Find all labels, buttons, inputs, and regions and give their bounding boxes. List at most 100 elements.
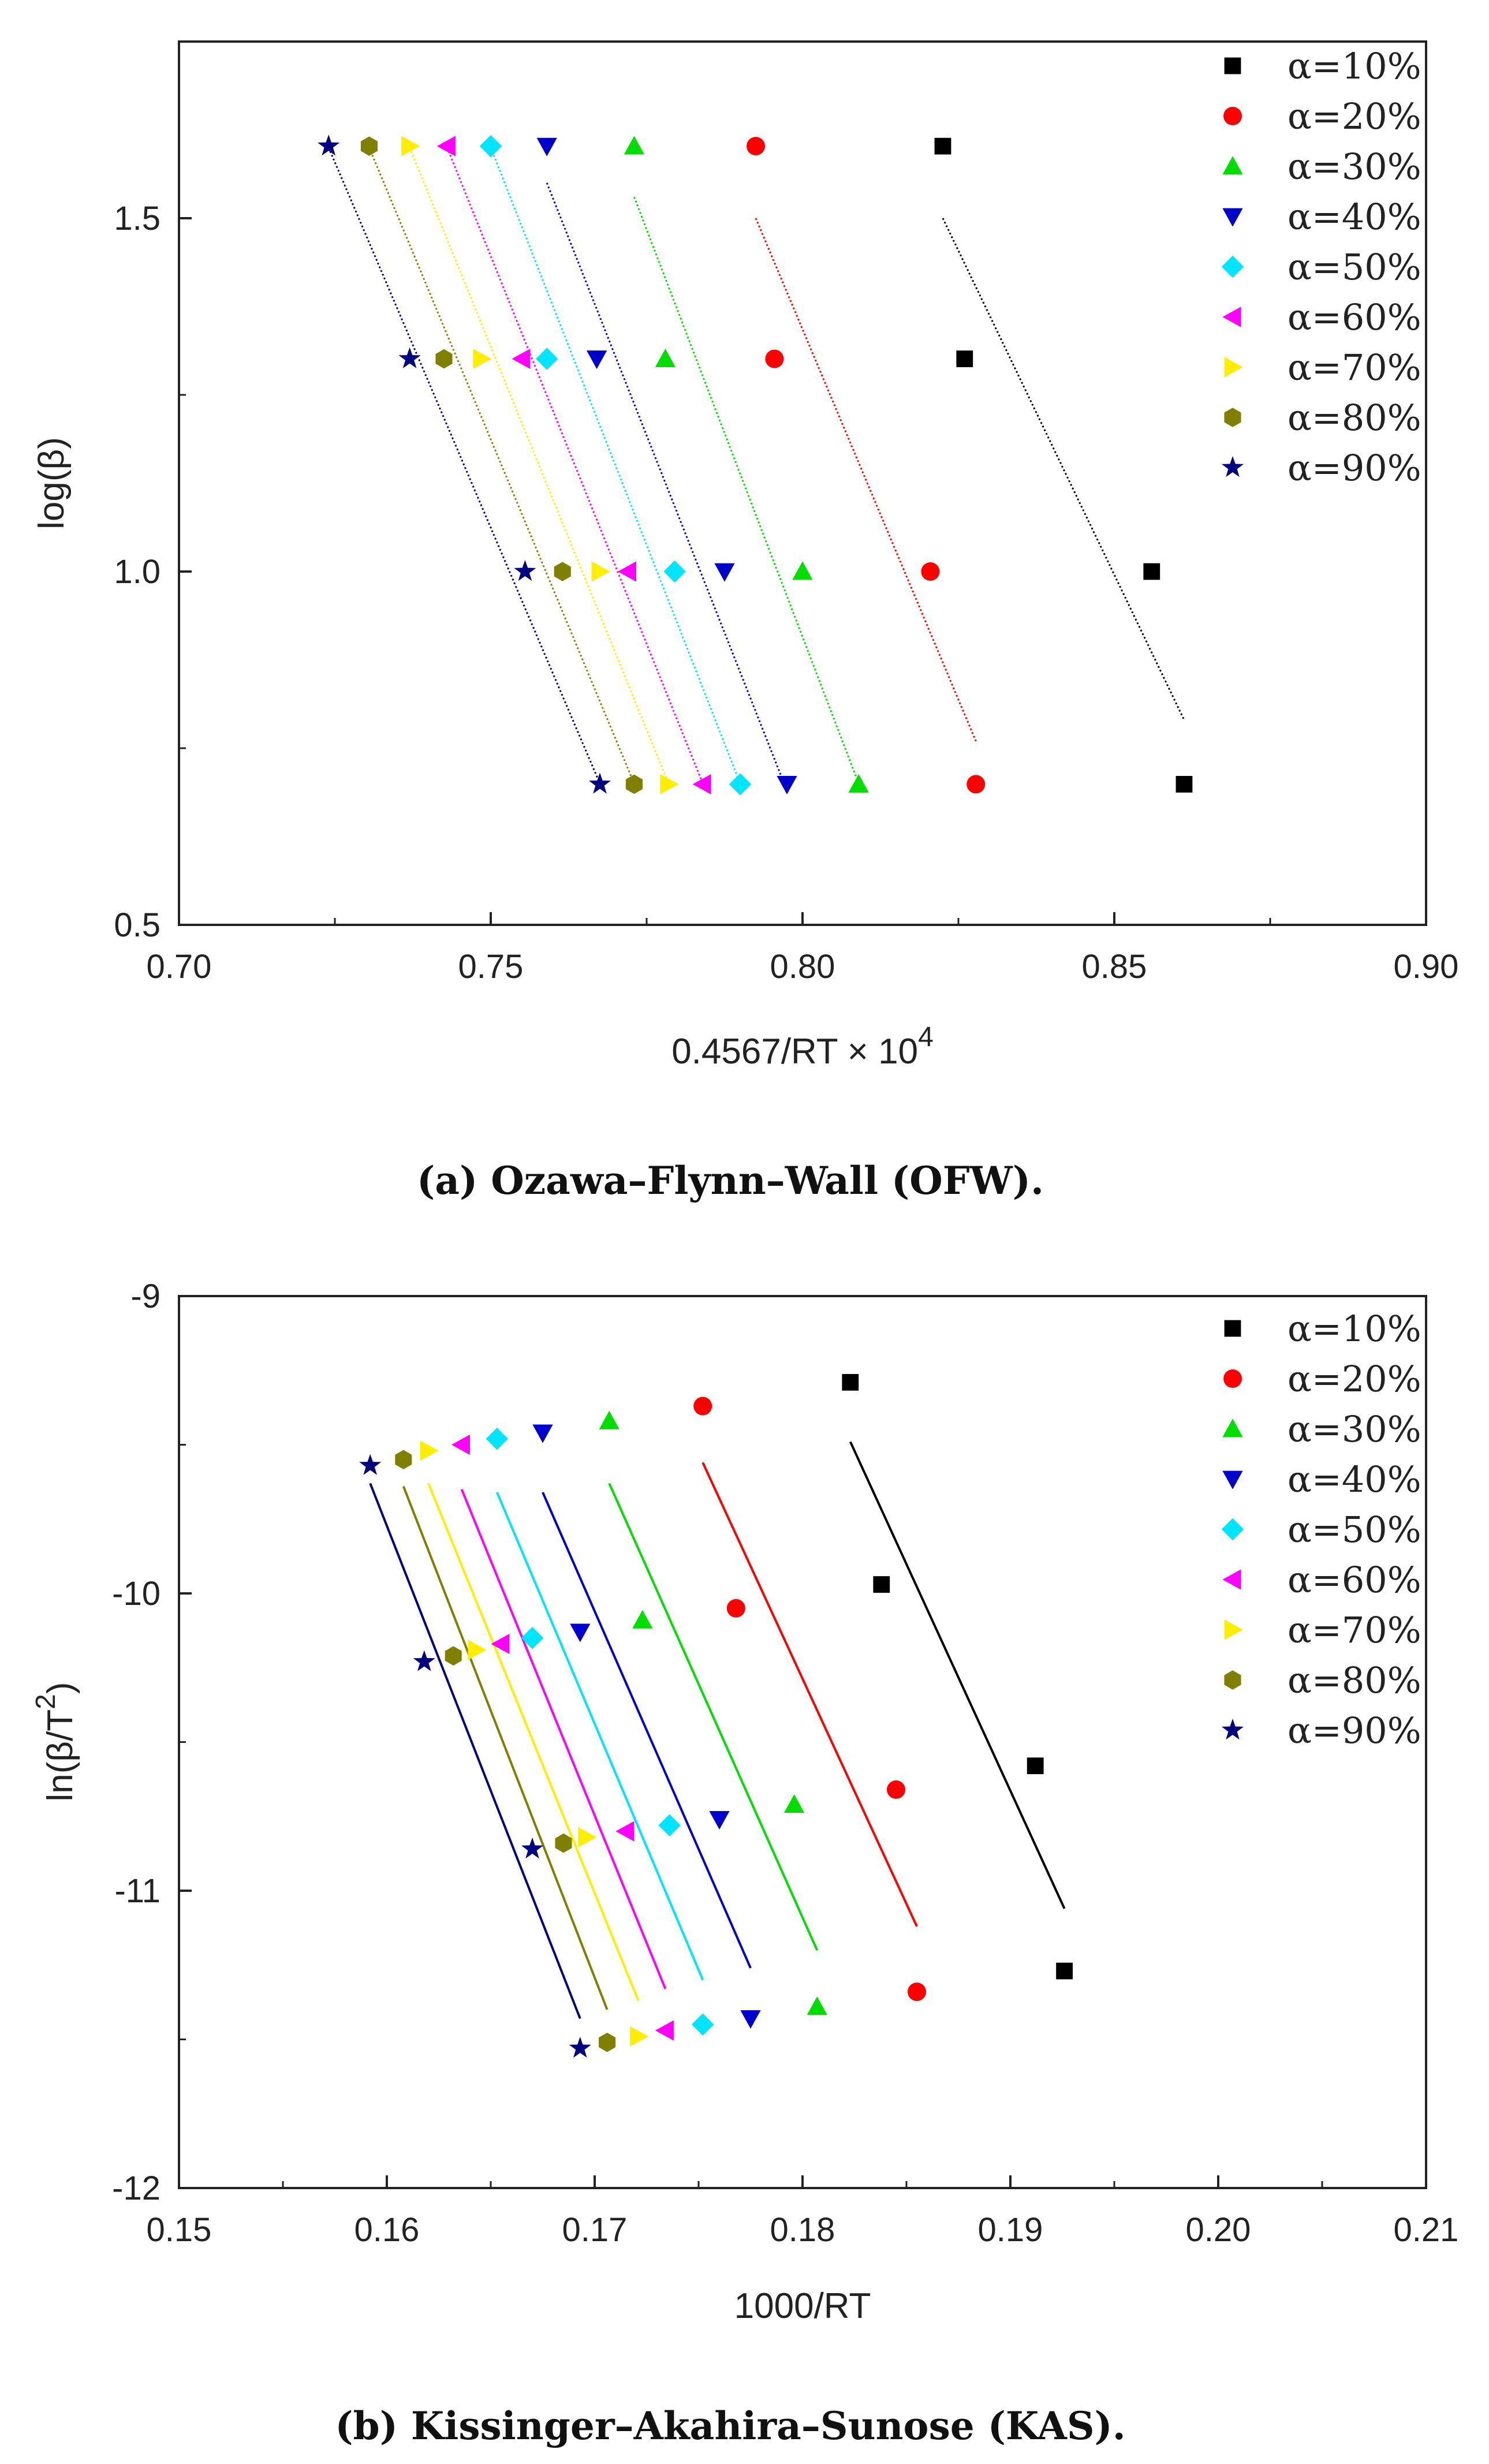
legend-label-alpha-40: α=40%: [1288, 196, 1421, 238]
data-point-alpha-50: [486, 1428, 508, 1450]
y-tick-label: 1.0: [114, 553, 161, 591]
data-point-alpha-70: [473, 348, 492, 369]
legend-label-alpha-30: α=30%: [1288, 1408, 1421, 1450]
legend-marker-alpha-90: [1221, 456, 1244, 477]
data-point-alpha-40: [532, 1424, 553, 1443]
data-point-alpha-30: [599, 1410, 620, 1429]
data-point-alpha-80: [435, 349, 453, 369]
fit-line-alpha-20: [755, 218, 977, 742]
data-point-alpha-30: [807, 1996, 827, 2015]
x-axis-label: 1000/RT: [734, 2286, 871, 2326]
legend-marker-alpha-60: [1222, 1569, 1241, 1590]
fit-line-alpha-80: [368, 147, 635, 784]
plot-frame: [178, 1295, 1427, 2189]
x-tick-label: 0.16: [354, 2211, 420, 2249]
x-tick-label: 0.18: [770, 2211, 835, 2249]
data-point-alpha-10: [1056, 1962, 1073, 1980]
data-point-alpha-20: [747, 137, 765, 156]
data-point-alpha-30: [624, 136, 644, 155]
legend-marker-alpha-90: [1221, 1719, 1244, 1740]
data-point-alpha-70: [578, 1827, 597, 1847]
data-point-alpha-50: [729, 773, 752, 796]
legend-marker-alpha-80: [1224, 1670, 1241, 1690]
legend-marker-alpha-70: [1224, 1619, 1243, 1640]
data-point-alpha-50: [521, 1627, 544, 1649]
legend-label-alpha-90: α=90%: [1288, 1709, 1421, 1752]
data-point-alpha-80: [395, 1450, 412, 1470]
legend-marker-alpha-10: [1224, 57, 1241, 74]
data-point-alpha-90: [521, 1837, 544, 1859]
fit-line-alpha-80: [402, 1485, 609, 2010]
fit-line-alpha-70: [409, 147, 670, 784]
data-point-alpha-80: [554, 562, 571, 581]
data-point-alpha-90: [514, 560, 536, 581]
x-axis-label: 0.4567/RT × 104: [671, 1022, 934, 1072]
data-point-alpha-30: [784, 1794, 805, 1813]
data-point-alpha-80: [555, 1833, 572, 1853]
data-point-alpha-20: [726, 1599, 745, 1618]
data-point-alpha-40: [777, 776, 797, 795]
data-point-alpha-30: [632, 1610, 653, 1629]
legend-marker-alpha-40: [1222, 1470, 1243, 1489]
legend-label-alpha-60: α=60%: [1288, 296, 1421, 338]
legend-label-alpha-10: α=10%: [1288, 1308, 1421, 1350]
y-axis-label: ln(β/T2): [31, 1682, 80, 1801]
data-point-alpha-70: [468, 1640, 487, 1660]
data-point-alpha-60: [512, 348, 531, 369]
legend-label-alpha-20: α=20%: [1288, 95, 1421, 137]
data-point-alpha-50: [692, 2013, 714, 2036]
data-point-alpha-10: [1175, 776, 1193, 793]
data-point-alpha-10: [873, 1576, 890, 1593]
x-tick-label: 0.15: [147, 2211, 212, 2249]
y-tick-label: 1.5: [114, 200, 161, 237]
legend-label-alpha-50: α=50%: [1288, 1509, 1421, 1551]
data-point-alpha-90: [588, 772, 611, 794]
data-point-alpha-90: [318, 135, 340, 156]
fit-line-alpha-20: [701, 1462, 918, 1927]
data-point-alpha-50: [658, 1814, 681, 1836]
data-point-alpha-40: [587, 350, 607, 369]
legend-marker-alpha-60: [1222, 307, 1241, 327]
legend-label-alpha-30: α=30%: [1288, 145, 1421, 188]
data-point-alpha-90: [569, 2036, 591, 2058]
fit-line-alpha-60: [446, 147, 704, 784]
legend-marker-alpha-70: [1224, 357, 1243, 378]
data-point-alpha-70: [660, 774, 679, 795]
fit-line-alpha-70: [427, 1483, 640, 2002]
data-point-alpha-70: [401, 136, 420, 156]
x-tick-label: 0.21: [1394, 2211, 1459, 2249]
data-point-alpha-70: [630, 2026, 649, 2047]
legend-label-alpha-50: α=50%: [1288, 246, 1421, 288]
x-tick-label: 0.20: [1186, 2211, 1251, 2249]
x-tick-label: 0.85: [1082, 948, 1147, 985]
data-point-alpha-30: [792, 561, 813, 580]
data-point-alpha-60: [618, 561, 636, 582]
data-point-alpha-40: [709, 1811, 730, 1830]
data-point-alpha-60: [491, 1633, 510, 1655]
data-point-alpha-60: [615, 1821, 635, 1842]
data-point-alpha-90: [359, 1454, 382, 1475]
legend-label-alpha-70: α=70%: [1288, 346, 1421, 389]
fit-line-alpha-90: [369, 1483, 581, 2019]
data-point-alpha-20: [887, 1780, 905, 1799]
data-point-alpha-20: [765, 349, 784, 368]
x-tick-label: 0.17: [562, 2211, 628, 2249]
fit-line-alpha-10: [849, 1441, 1066, 1909]
chart-caption: (a) Ozawa–Flynn–Wall (OFW).: [417, 1158, 1044, 1203]
fit-line-alpha-50: [495, 1492, 704, 1981]
y-tick-label: 0.5: [114, 906, 161, 944]
legend-marker-alpha-40: [1222, 208, 1243, 227]
legend-label-alpha-40: α=40%: [1288, 1458, 1421, 1500]
data-point-alpha-50: [663, 560, 686, 583]
data-point-alpha-80: [625, 774, 643, 794]
data-point-alpha-20: [921, 562, 940, 581]
x-tick-label: 0.19: [978, 2211, 1043, 2249]
data-point-alpha-40: [536, 137, 557, 156]
y-axis-label: log(β): [32, 437, 72, 529]
fit-line-alpha-30: [608, 1483, 819, 1951]
data-point-alpha-60: [655, 2020, 674, 2041]
data-point-alpha-90: [413, 1650, 435, 1671]
data-point-alpha-10: [1027, 1757, 1044, 1775]
legend-marker-alpha-20: [1223, 1369, 1242, 1388]
